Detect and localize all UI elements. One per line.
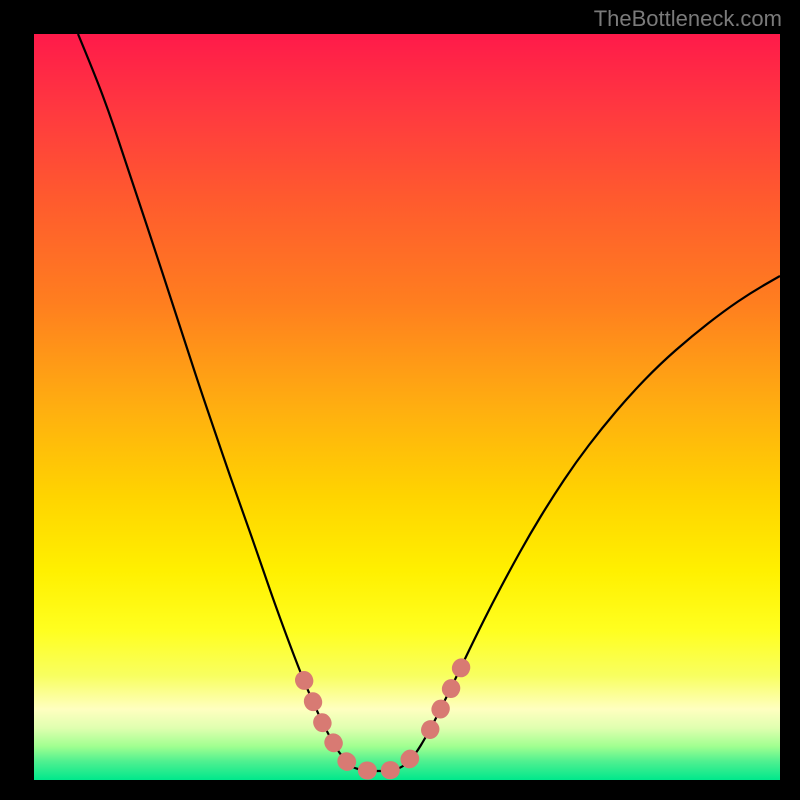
plot-area	[34, 34, 780, 780]
chart-root: TheBottleneck.com	[0, 0, 800, 800]
watermark-text: TheBottleneck.com	[594, 6, 782, 32]
bottleneck-curve	[78, 34, 780, 771]
marker-segment-0	[304, 680, 416, 771]
curve-layer	[34, 34, 780, 780]
